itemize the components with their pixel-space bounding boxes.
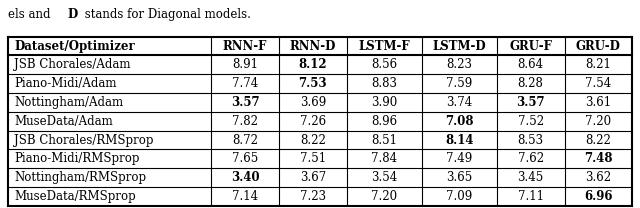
Text: 3.40: 3.40 [231,171,259,184]
Text: LSTM-D: LSTM-D [433,40,486,53]
Text: 3.45: 3.45 [518,171,544,184]
Text: Nottingham/RMSprop: Nottingham/RMSprop [14,171,146,184]
Text: 6.96: 6.96 [584,190,612,203]
Text: 8.23: 8.23 [446,58,472,71]
Text: 7.20: 7.20 [586,115,611,128]
Text: 3.54: 3.54 [371,171,397,184]
Text: 8.83: 8.83 [371,77,397,90]
Text: 7.52: 7.52 [518,115,543,128]
Text: 7.59: 7.59 [446,77,472,90]
Text: 7.62: 7.62 [518,152,543,165]
Text: 7.65: 7.65 [232,152,258,165]
Text: 7.14: 7.14 [232,190,258,203]
Text: 7.26: 7.26 [300,115,326,128]
Text: els and: els and [8,8,54,21]
Text: 3.69: 3.69 [300,96,326,109]
Text: 8.22: 8.22 [300,134,326,147]
Text: 3.62: 3.62 [586,171,611,184]
Text: 8.96: 8.96 [371,115,397,128]
Text: 8.28: 8.28 [518,77,543,90]
Text: 3.90: 3.90 [371,96,397,109]
Text: 3.57: 3.57 [231,96,259,109]
Text: 7.09: 7.09 [446,190,472,203]
Text: 8.22: 8.22 [586,134,611,147]
Text: 3.74: 3.74 [446,96,472,109]
Text: 7.53: 7.53 [298,77,327,90]
Text: 7.20: 7.20 [371,190,397,203]
Text: 7.11: 7.11 [518,190,543,203]
Text: 8.91: 8.91 [232,58,258,71]
Text: Piano-Midi/Adam: Piano-Midi/Adam [14,77,116,90]
Text: GRU-F: GRU-F [509,40,552,53]
Text: MuseData/Adam: MuseData/Adam [14,115,113,128]
Text: 8.21: 8.21 [586,58,611,71]
Text: 8.72: 8.72 [232,134,258,147]
Text: 8.64: 8.64 [518,58,543,71]
Text: 7.54: 7.54 [586,77,612,90]
Text: 8.14: 8.14 [445,134,474,147]
Text: 3.65: 3.65 [446,171,472,184]
Text: 8.12: 8.12 [298,58,327,71]
Text: RNN-F: RNN-F [223,40,268,53]
Text: 7.74: 7.74 [232,77,258,90]
Text: Piano-Midi/RMSprop: Piano-Midi/RMSprop [14,152,140,165]
Text: RNN-D: RNN-D [290,40,336,53]
Text: 8.51: 8.51 [371,134,397,147]
Text: Dataset/Optimizer: Dataset/Optimizer [14,40,135,53]
Text: 3.67: 3.67 [300,171,326,184]
Text: Nottingham/Adam: Nottingham/Adam [14,96,124,109]
Text: GRU-D: GRU-D [576,40,621,53]
Text: 3.57: 3.57 [516,96,545,109]
Text: 7.48: 7.48 [584,152,612,165]
Text: 7.51: 7.51 [300,152,326,165]
Text: 7.08: 7.08 [445,115,474,128]
Text: JSB Chorales/RMSprop: JSB Chorales/RMSprop [14,134,154,147]
Text: 3.61: 3.61 [586,96,611,109]
Text: 8.56: 8.56 [371,58,397,71]
Text: 7.23: 7.23 [300,190,326,203]
Text: 7.84: 7.84 [371,152,397,165]
Text: 7.49: 7.49 [446,152,472,165]
Text: stands for Diagonal models.: stands for Diagonal models. [81,8,250,21]
Text: MuseData/RMSprop: MuseData/RMSprop [14,190,136,203]
Text: JSB Chorales/Adam: JSB Chorales/Adam [14,58,131,71]
Text: 7.82: 7.82 [232,115,258,128]
Text: 8.53: 8.53 [518,134,543,147]
Text: LSTM-F: LSTM-F [358,40,410,53]
Text: D: D [67,8,77,21]
